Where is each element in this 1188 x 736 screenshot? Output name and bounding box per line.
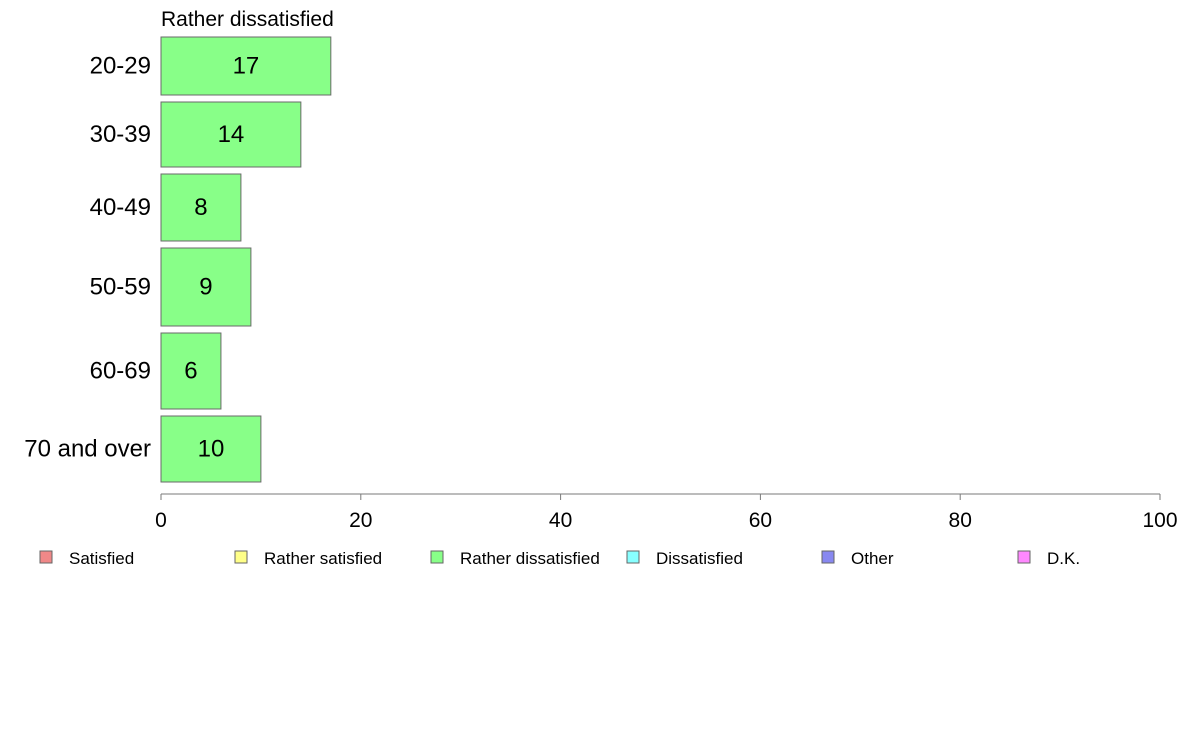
legend-swatch [430, 550, 444, 564]
bar-20-29 [160, 36, 332, 96]
category-label: 50-59 [90, 274, 151, 301]
bars-group: 20-29 17 30-39 14 40-49 8 50-59 9 60-69 6 70 and o… [24, 36, 332, 483]
legend-label: Dissatisfied [656, 549, 743, 568]
bar-70-and-over [160, 415, 262, 483]
bar-value-label: 10 [198, 436, 225, 463]
legend-swatch [626, 550, 640, 564]
legend-swatch [821, 550, 835, 564]
bar-value-label: 14 [218, 121, 245, 148]
category-label: 30-39 [90, 121, 151, 148]
legend-label: D.K. [1047, 549, 1080, 568]
category-label: 70 and over [24, 436, 151, 463]
legend-swatch [234, 550, 248, 564]
bar-value-label: 9 [199, 274, 212, 301]
bar-value-label: 17 [233, 53, 260, 80]
x-axis: 0 20 40 60 80 100 [155, 493, 1178, 532]
x-tick-label: 0 [155, 509, 167, 532]
x-tick-label: 20 [349, 509, 372, 532]
category-label: 40-49 [90, 194, 151, 221]
x-tick-label: 80 [949, 509, 972, 532]
bar-30-39 [160, 101, 302, 168]
legend-swatch [39, 550, 53, 564]
bar-value-label: 6 [184, 358, 197, 385]
panel-title: Rather dissatisfied [161, 8, 334, 31]
bar-50-59 [160, 247, 252, 327]
category-label: 20-29 [90, 53, 151, 80]
x-tick-label: 40 [549, 509, 572, 532]
x-tick-label: 60 [749, 509, 772, 532]
bar-40-49 [160, 173, 242, 242]
legend: Satisfied Rather satisfied Rather dissatis… [39, 549, 1080, 568]
category-label: 60-69 [90, 358, 151, 385]
bar-value-label: 8 [194, 194, 207, 221]
legend-label: Other [851, 549, 894, 568]
legend-swatch [1017, 550, 1031, 564]
legend-label: Rather dissatisfied [460, 549, 600, 568]
bar-60-69 [160, 332, 222, 410]
x-tick-label: 100 [1142, 509, 1177, 532]
legend-label: Satisfied [69, 549, 134, 568]
legend-label: Rather satisfied [264, 549, 382, 568]
